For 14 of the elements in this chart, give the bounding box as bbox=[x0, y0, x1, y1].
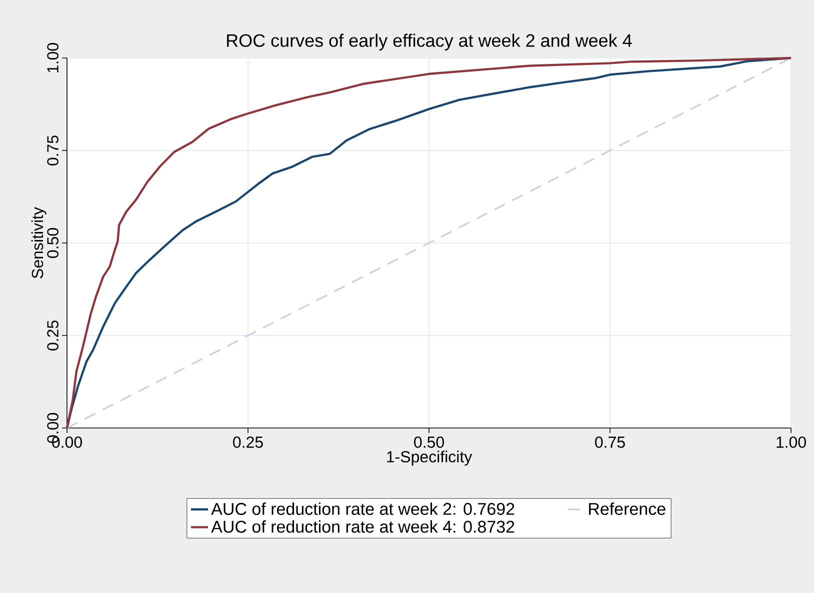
y-tick-label: 0.50 bbox=[47, 228, 58, 258]
x-tick-label: 0.50 bbox=[414, 436, 444, 448]
y-tick-label: 0.25 bbox=[47, 320, 58, 350]
y-axis-title: Sensitivity bbox=[31, 207, 46, 278]
x-tick-label: 0.25 bbox=[233, 436, 263, 448]
legend-label: Reference bbox=[589, 502, 666, 515]
x-tick-label: 1.00 bbox=[776, 436, 806, 448]
y-tick-label: 1.00 bbox=[47, 43, 58, 72]
x-tick-label: 0.75 bbox=[595, 436, 625, 448]
legend-label: AUC of reduction rate at week 4: 0.8732 bbox=[211, 520, 514, 533]
legend-label: AUC of reduction rate at week 2: 0.7692 bbox=[211, 502, 514, 515]
x-axis-title: 1-Specificity bbox=[387, 450, 472, 466]
y-tick-label: 0.75 bbox=[47, 136, 58, 166]
chart-title: ROC curves of early efficacy at week 2 and week 4 bbox=[227, 34, 632, 50]
